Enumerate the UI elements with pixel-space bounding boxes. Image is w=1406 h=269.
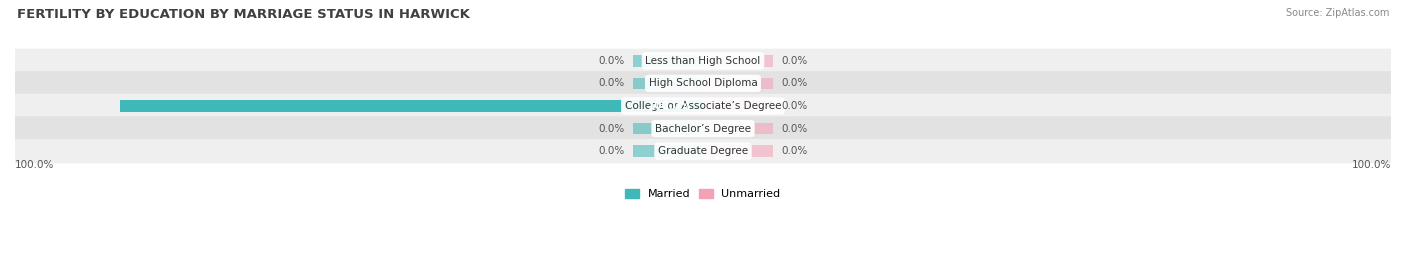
Text: 0.0%: 0.0% [598,56,624,66]
Text: 0.0%: 0.0% [782,146,808,156]
Text: Graduate Degree: Graduate Degree [658,146,748,156]
Bar [633,145,703,157]
FancyBboxPatch shape [15,139,1391,163]
Bar [633,123,703,134]
Text: Bachelor’s Degree: Bachelor’s Degree [655,123,751,134]
Bar [703,55,773,67]
FancyBboxPatch shape [15,116,1391,141]
Text: 100.0%: 100.0% [15,160,55,170]
Bar [703,123,773,134]
Bar [633,55,703,67]
Text: FERTILITY BY EDUCATION BY MARRIAGE STATUS IN HARWICK: FERTILITY BY EDUCATION BY MARRIAGE STATU… [17,8,470,21]
Text: Source: ZipAtlas.com: Source: ZipAtlas.com [1285,8,1389,18]
Text: 100.0%: 100.0% [1351,160,1391,170]
Bar [703,100,773,112]
FancyBboxPatch shape [15,49,1391,73]
Text: 0.0%: 0.0% [782,101,808,111]
Legend: Married, Unmarried: Married, Unmarried [621,184,785,204]
Text: College or Associate’s Degree: College or Associate’s Degree [624,101,782,111]
Text: 0.0%: 0.0% [598,78,624,89]
FancyBboxPatch shape [15,71,1391,95]
Text: 0.0%: 0.0% [782,123,808,134]
Text: 0.0%: 0.0% [782,56,808,66]
Text: High School Diploma: High School Diploma [648,78,758,89]
Text: 0.0%: 0.0% [598,146,624,156]
FancyBboxPatch shape [15,94,1391,118]
Bar [703,77,773,89]
Text: 0.0%: 0.0% [782,78,808,89]
Bar [703,145,773,157]
Bar [120,100,703,112]
Text: Less than High School: Less than High School [645,56,761,66]
Bar [633,77,703,89]
Text: 0.0%: 0.0% [598,123,624,134]
Text: 100.0%: 100.0% [648,101,692,111]
